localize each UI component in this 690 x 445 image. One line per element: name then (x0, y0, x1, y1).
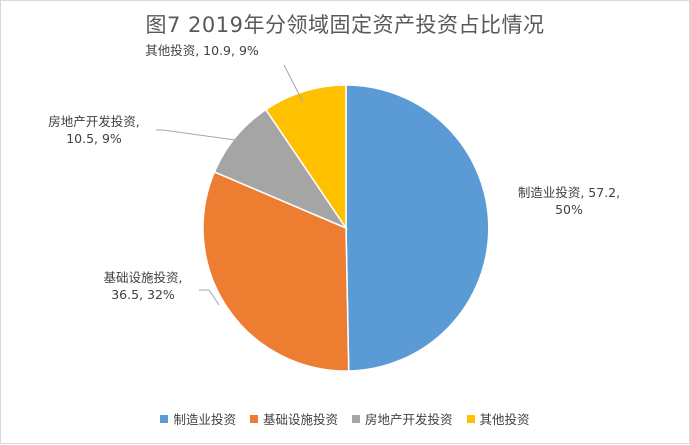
leader-line (156, 129, 258, 144)
chart-title: 图7 2019年分领域固定资产投资占比情况 (145, 13, 545, 37)
leader-line (199, 289, 220, 306)
legend-item-other: 其他投资 (466, 409, 530, 428)
leader-lines (156, 64, 304, 306)
slice-infrastructure (202, 170, 350, 372)
slice-manufacturing (345, 84, 490, 372)
legend-item-real-estate: 房地产开发投资 (352, 409, 453, 428)
data-label: 其他投资, 10.9, 9% (145, 43, 259, 58)
data-label: 房地产开发投资, 10.5, 9% (48, 114, 139, 146)
legend-swatch (249, 414, 258, 423)
slice-other (264, 84, 347, 231)
legend: 制造业投资 基础设施投资 房地产开发投资 其他投资 (1, 409, 689, 428)
pie-slices (202, 84, 490, 372)
legend-label: 房地产开发投资 (365, 412, 453, 427)
legend-label: 其他投资 (479, 412, 530, 427)
data-label: 基础设施投资, 36.5, 32% (104, 270, 183, 302)
data-label: 制造业投资, 57.2, 50% (518, 185, 620, 217)
legend-label: 制造业投资 (173, 412, 236, 427)
legend-swatch (160, 414, 169, 423)
legend-swatch (352, 414, 360, 423)
slice-real-estate (213, 108, 349, 230)
leader-line (283, 64, 304, 103)
legend-item-manufacturing: 制造业投资 (160, 409, 236, 428)
legend-label: 基础设施投资 (262, 412, 338, 427)
data-labels: 制造业投资, 57.2, 50% 基础设施投资, 36.5, 32% 房地产开发投资, 1… (48, 43, 620, 302)
legend-swatch (466, 414, 475, 423)
legend-item-infrastructure: 基础设施投资 (249, 409, 338, 428)
